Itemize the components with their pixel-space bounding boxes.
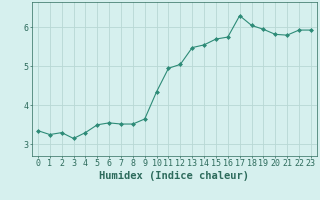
X-axis label: Humidex (Indice chaleur): Humidex (Indice chaleur) bbox=[100, 171, 249, 181]
